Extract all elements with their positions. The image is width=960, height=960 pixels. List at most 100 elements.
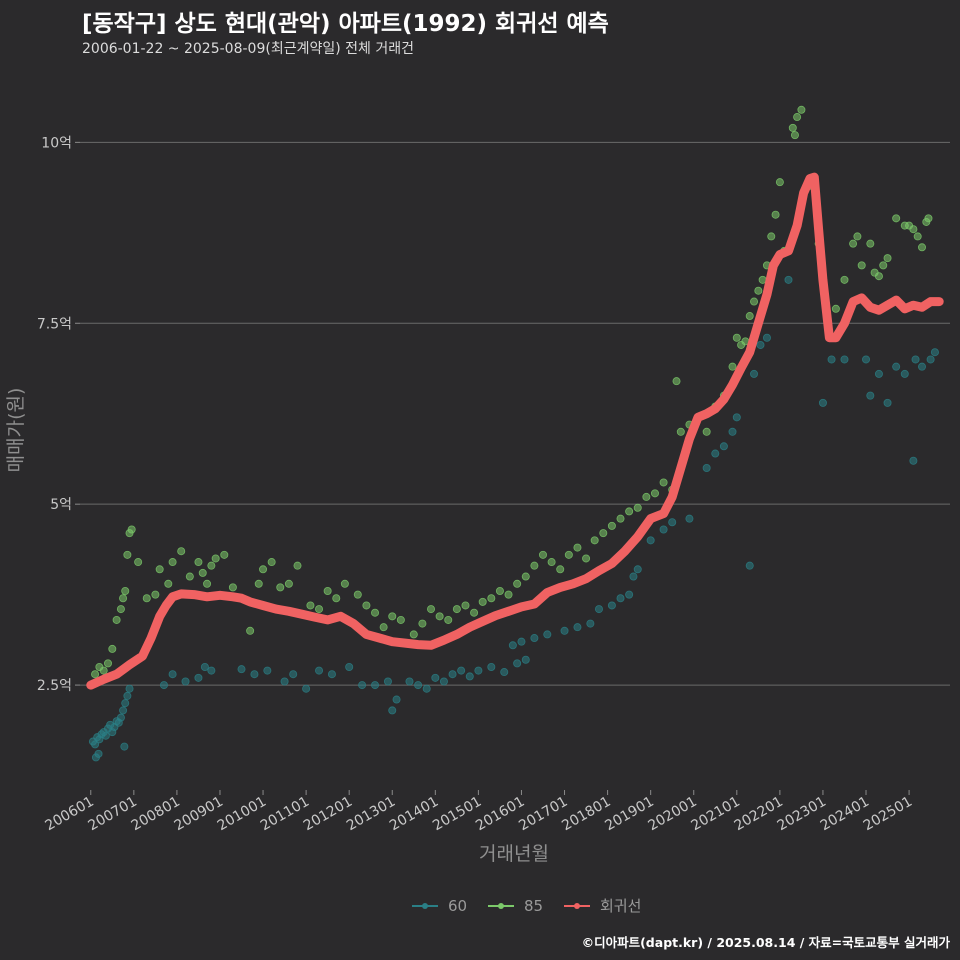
chart-caption: ©디아파트(dapt.kr) / 2025.08.14 / 자료=국토교통부 실… <box>581 935 950 950</box>
point-60 <box>762 333 771 342</box>
point-60 <box>448 670 457 679</box>
legend-label: 회귀선 <box>600 897 641 915</box>
point-60 <box>629 572 638 581</box>
point-85 <box>616 514 625 523</box>
point-60 <box>586 619 595 628</box>
point-85 <box>513 579 522 588</box>
point-60 <box>289 670 298 679</box>
legend-swatch-dot <box>498 903 504 909</box>
point-60 <box>116 713 125 722</box>
point-85 <box>840 275 849 284</box>
point-85 <box>495 587 504 596</box>
point-85 <box>112 615 121 624</box>
point-60 <box>101 731 110 740</box>
point-85 <box>879 261 888 270</box>
point-85 <box>883 254 892 263</box>
point-60 <box>474 666 483 675</box>
point-85 <box>103 659 112 668</box>
point-60 <box>91 740 100 749</box>
point-85 <box>771 210 780 219</box>
point-60 <box>883 398 892 407</box>
point-60 <box>405 677 414 686</box>
point-85 <box>745 312 754 321</box>
point-60 <box>732 413 741 422</box>
y-tick-label: 7.5억 <box>37 316 72 332</box>
point-60 <box>750 369 759 378</box>
point-60 <box>918 362 927 371</box>
point-60 <box>818 398 827 407</box>
point-85 <box>788 123 797 132</box>
legend-item-60: 60 <box>412 897 467 915</box>
point-85 <box>672 377 681 386</box>
point-85 <box>284 579 293 588</box>
point-85 <box>108 644 117 653</box>
legend-swatch-dot <box>574 903 580 909</box>
point-85 <box>650 489 659 498</box>
point-60 <box>892 362 901 371</box>
point-60 <box>121 699 130 708</box>
point-85 <box>127 525 136 534</box>
point-60 <box>123 691 132 700</box>
point-60 <box>388 706 397 715</box>
point-60 <box>543 630 552 639</box>
point-60 <box>909 456 918 465</box>
point-85 <box>702 427 711 436</box>
point-60 <box>521 655 530 664</box>
point-60 <box>120 742 129 751</box>
point-60 <box>633 565 642 574</box>
point-85 <box>293 561 302 570</box>
point-60 <box>250 670 259 679</box>
x-tick-label: 201501 <box>430 794 484 835</box>
x-tick-label: 201401 <box>387 794 441 835</box>
x-tick-label: 202101 <box>689 794 743 835</box>
point-85 <box>521 572 530 581</box>
trend-line <box>86 172 944 690</box>
point-60 <box>625 590 634 599</box>
point-85 <box>676 427 685 436</box>
point-85 <box>267 558 276 567</box>
point-85 <box>874 272 883 281</box>
point-85 <box>538 550 547 559</box>
point-85 <box>728 362 737 371</box>
chart-subtitle: 2006-01-22 ~ 2025-08-09(최근계약일) 전체 거래건 <box>82 41 414 57</box>
point-85 <box>866 239 875 248</box>
point-85 <box>362 601 371 610</box>
point-60 <box>668 518 677 527</box>
point-85 <box>198 568 207 577</box>
point-85 <box>396 615 405 624</box>
point-60 <box>263 666 272 675</box>
point-85 <box>123 550 132 559</box>
point-60 <box>457 666 466 675</box>
point-85 <box>599 529 608 538</box>
x-tick-label: 201001 <box>215 794 269 835</box>
point-85 <box>732 333 741 342</box>
x-tick-label: 202301 <box>775 794 829 835</box>
x-tick-label: 201301 <box>344 794 398 835</box>
point-85 <box>119 594 128 603</box>
point-60 <box>685 514 694 523</box>
point-85 <box>504 590 513 599</box>
point-85 <box>461 601 470 610</box>
point-60 <box>911 355 920 364</box>
point-85 <box>116 605 125 614</box>
point-85 <box>750 297 759 306</box>
point-85 <box>909 225 918 234</box>
point-85 <box>203 579 212 588</box>
point-60 <box>756 340 765 349</box>
point-85 <box>564 550 573 559</box>
x-tick-label: 201901 <box>602 794 656 835</box>
point-60 <box>302 684 311 693</box>
point-60 <box>930 348 939 357</box>
point-60 <box>327 670 336 679</box>
y-tick-labels: 2.5억 5억 7.5억 10억 <box>37 135 72 694</box>
point-85 <box>478 597 487 606</box>
point-85 <box>427 605 436 614</box>
point-60 <box>94 749 103 758</box>
point-85 <box>228 583 237 592</box>
point-85 <box>371 608 380 617</box>
point-85 <box>194 558 203 567</box>
point-60 <box>862 355 871 364</box>
point-85 <box>754 286 763 295</box>
point-60 <box>745 561 754 570</box>
point-85 <box>276 583 285 592</box>
